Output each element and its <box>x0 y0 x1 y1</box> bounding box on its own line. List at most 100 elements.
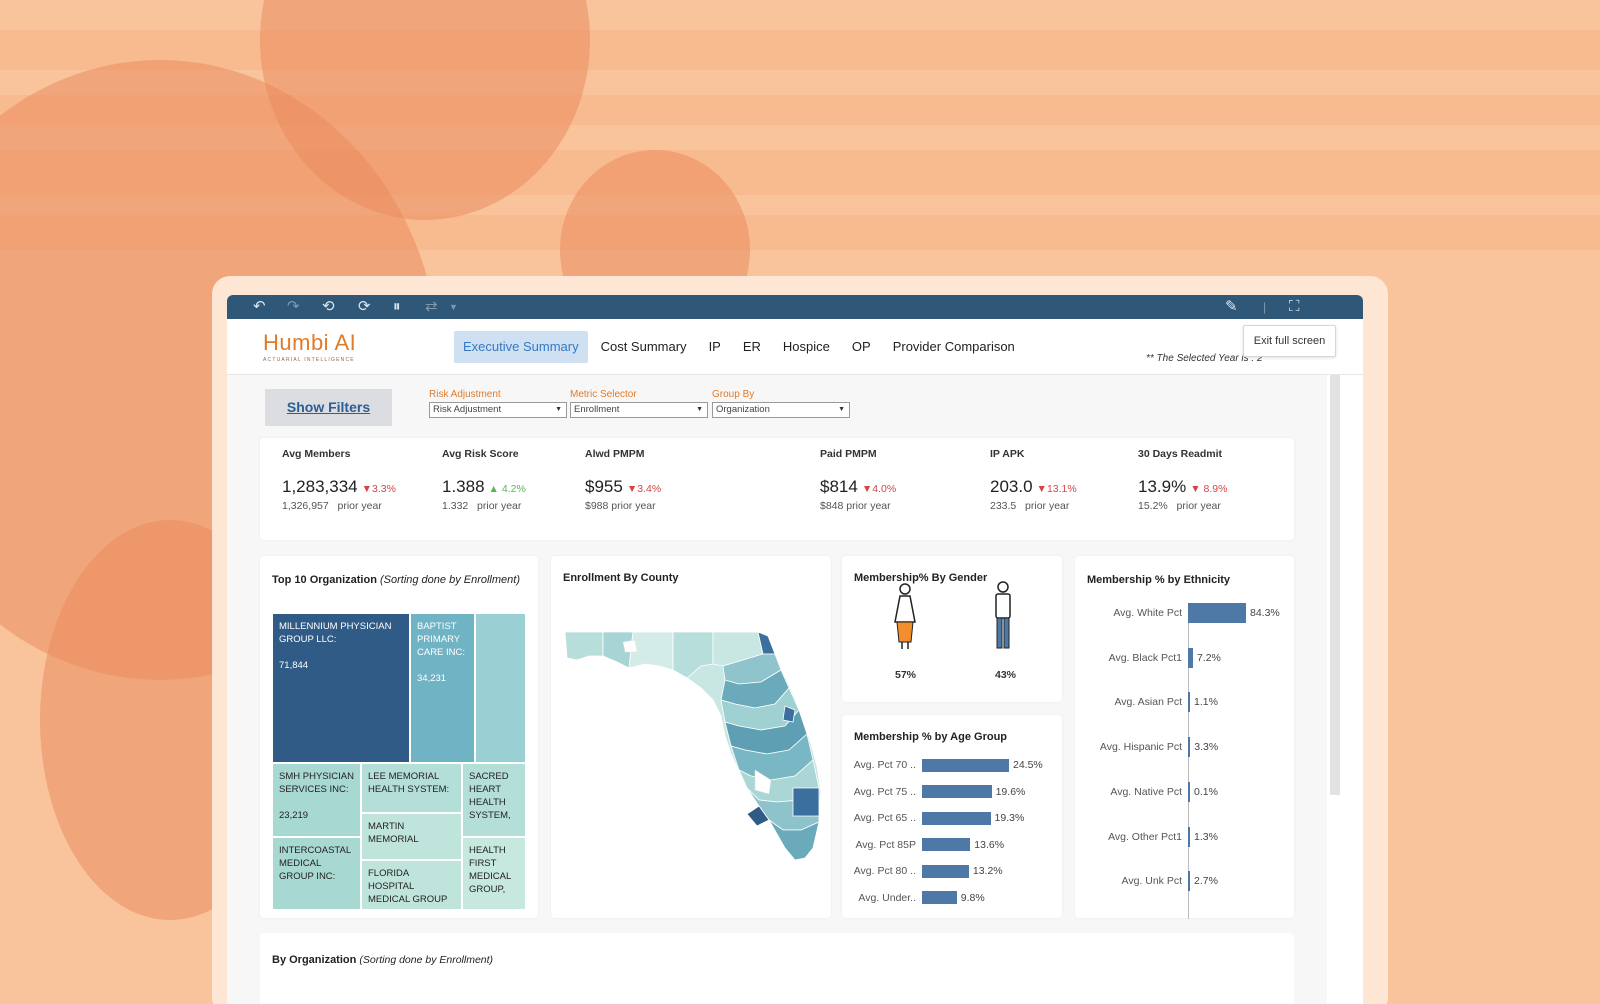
female-pct: 57% <box>895 669 917 681</box>
bar-value-label: 7.2% <box>1196 651 1221 664</box>
navbar: Humbi AI ACTUARIAL INTELLIGENCE Executiv… <box>227 319 1363 375</box>
exit-fullscreen-tooltip: Exit full screen <box>1243 325 1336 357</box>
treemap-cell[interactable]: LEE MEMORIAL HEALTH SYSTEM: <box>361 763 462 813</box>
bar[interactable] <box>922 891 957 904</box>
kpi-30-days-readmit: 30 Days Readmit 13.9% ▼ 8.9% 15.2% prior … <box>1138 448 1227 512</box>
bar-value-label: 3.3% <box>1194 741 1219 754</box>
bar[interactable] <box>922 785 992 798</box>
treemap-cell-name: INTERCOASTAL MEDICAL GROUP INC: <box>279 845 351 882</box>
by-org-subtitle: (Sorting done by Enrollment) <box>359 954 494 966</box>
bar[interactable] <box>922 758 1009 772</box>
risk-adjustment-filter: Risk Adjustment Risk Adjustment ▼ <box>429 389 567 418</box>
bar[interactable] <box>1188 603 1246 623</box>
tab-hospice[interactable]: Hospice <box>782 339 830 354</box>
florida-map[interactable] <box>563 630 823 870</box>
bar-value-label: 13.2% <box>972 865 1003 877</box>
tab-executive-summary[interactable]: Executive Summary <box>454 331 588 363</box>
kpi-title: IP APK <box>990 448 1025 460</box>
kpi-title: Avg Members <box>282 448 351 460</box>
refresh-icon[interactable]: ⟳ <box>358 298 371 315</box>
bar-label: Avg. Hispanic Pct <box>1099 741 1182 754</box>
group-by-select[interactable]: Organization ▼ <box>712 402 850 418</box>
bar-row: Avg. Pct 75 .. 19.6% <box>854 785 1025 799</box>
tab-op[interactable]: OP <box>851 339 871 354</box>
kpi-prior: 1.332 <box>442 500 469 512</box>
treemap-cell[interactable]: INTERCOASTAL MEDICAL GROUP INC: <box>272 837 361 910</box>
bar-row: Avg. Native Pct 0.1% <box>1110 781 1246 802</box>
redo-icon[interactable]: ↷ <box>287 298 300 315</box>
bar[interactable] <box>1188 826 1190 847</box>
bar-label: Avg. Pct 85P <box>855 838 916 851</box>
chevron-down-icon[interactable]: ▼ <box>449 302 458 312</box>
bar[interactable] <box>922 838 971 851</box>
bar-value-label: 13.6% <box>974 838 1005 851</box>
share-icon[interactable]: ⇄ <box>425 298 438 315</box>
bar[interactable] <box>1188 692 1190 713</box>
kpi-paid-pmpm: Paid PMPM $814 ▼4.0% $848 prior year <box>820 448 896 512</box>
treemap-cell[interactable] <box>475 613 526 763</box>
tab-ip[interactable]: IP <box>708 339 721 354</box>
treemap-cell[interactable]: MARTIN MEMORIAL <box>361 813 462 860</box>
kpi-prior: $848 <box>820 500 844 512</box>
bar[interactable] <box>922 864 969 878</box>
metric-selector-value: Enrollment <box>574 404 620 415</box>
fullscreen-icon[interactable]: ⛶ <box>1289 298 1300 315</box>
treemap-cell[interactable]: HEALTH FIRST MEDICAL GROUP, <box>462 837 526 910</box>
risk-adjustment-select[interactable]: Risk Adjustment ▼ <box>429 402 567 418</box>
kpi-value: 203.0 <box>990 477 1033 496</box>
tab-bar: Executive Summary Cost Summary IP ER Hos… <box>454 331 1028 363</box>
kpi-ip-apk: IP APK 203.0 ▼13.1% 233.5 prior year <box>990 448 1077 512</box>
tab-cost-summary[interactable]: Cost Summary <box>600 339 687 354</box>
tab-provider-comparison[interactable]: Provider Comparison <box>892 339 1015 354</box>
bar[interactable] <box>922 811 991 825</box>
treemap-cell-name: HEALTH FIRST MEDICAL GROUP, <box>469 845 511 895</box>
metric-selector-select[interactable]: Enrollment ▼ <box>570 402 708 418</box>
logo-text: Humbi AI <box>263 330 357 355</box>
kpi-title: 30 Days Readmit <box>1138 448 1223 460</box>
metric-selector-filter: Metric Selector Enrollment ▼ <box>570 389 708 418</box>
treemap-cell[interactable]: MILLENNIUM PHYSICIAN GROUP LLC: 71,844 <box>272 613 410 763</box>
bar-value-label: 1.3% <box>1194 830 1218 843</box>
treemap-subtitle: (Sorting done by Enrollment) <box>379 574 520 586</box>
dashboard-content: Show Filters Risk Adjustment Risk Adjust… <box>227 375 1327 1004</box>
bar-label: Avg. Under.. <box>858 891 916 904</box>
chevron-down-icon: ▼ <box>838 406 845 413</box>
treemap-cell[interactable]: SACRED HEART HEALTH SYSTEM, <box>462 763 526 837</box>
bar-label: Avg. Black Pct1 <box>1108 651 1182 664</box>
undo-icon[interactable]: ↶ <box>253 298 266 315</box>
bar[interactable] <box>1188 781 1190 802</box>
kpi-prior: 15.2% <box>1138 500 1168 512</box>
risk-adjustment-value: Risk Adjustment <box>433 404 502 415</box>
kpi-value: $955 <box>585 477 623 496</box>
male-icon <box>995 581 1011 649</box>
show-filters-button[interactable]: Show Filters <box>265 389 392 426</box>
bar-row: Avg. Under.. 9.8% <box>858 891 1009 905</box>
treemap-cell[interactable]: SMH PHYSICIAN SERVICES INC: 23,219 <box>272 763 361 837</box>
bar-row: Avg. Pct 65 .. 19.3% <box>854 811 1024 825</box>
logo-tagline: ACTUARIAL INTELLIGENCE <box>263 357 355 363</box>
bar-label: Avg. Other Pct1 <box>1108 830 1182 843</box>
treemap-cell[interactable]: BAPTIST PRIMARY CARE INC: 34,231 <box>410 613 475 763</box>
highlight-icon[interactable]: ✎ <box>1225 298 1238 315</box>
kpi-prior-label: prior year <box>611 500 656 512</box>
bar-axis <box>1188 606 1189 919</box>
bar-value-label: 9.8% <box>960 891 985 904</box>
scrollbar[interactable] <box>1330 375 1340 795</box>
chevron-down-icon: ▼ <box>696 406 703 413</box>
tab-er[interactable]: ER <box>742 339 761 354</box>
bar-value-label: 19.3% <box>994 812 1025 824</box>
bar-value-label: 2.7% <box>1194 875 1218 888</box>
gender-panel: Membership% By Gender 57% 43% <box>842 556 1062 702</box>
kpi-avg-risk-score: Avg Risk Score 1.388 ▲ 4.2% 1.332 prior y… <box>442 448 526 512</box>
treemap-cell[interactable]: FLORIDA HOSPITAL MEDICAL GROUP <box>361 860 462 910</box>
ethnicity-title: Membership % by Ethnicity <box>1087 574 1231 586</box>
kpi-value: 13.9% <box>1138 477 1187 496</box>
bar[interactable] <box>1188 871 1190 892</box>
revert-icon[interactable]: ⟲ <box>322 298 335 315</box>
kpi-avg-members: Avg Members 1,283,334 ▼3.3% 1,326,957 pri… <box>282 448 396 512</box>
treemap-cell-value: 23,219 <box>279 810 309 821</box>
by-org-title: By Organization (Sorting done by Enrollm… <box>272 954 493 966</box>
pause-icon[interactable]: ⏸ <box>393 298 401 315</box>
bar[interactable] <box>1188 737 1191 758</box>
bar[interactable] <box>1188 647 1193 668</box>
